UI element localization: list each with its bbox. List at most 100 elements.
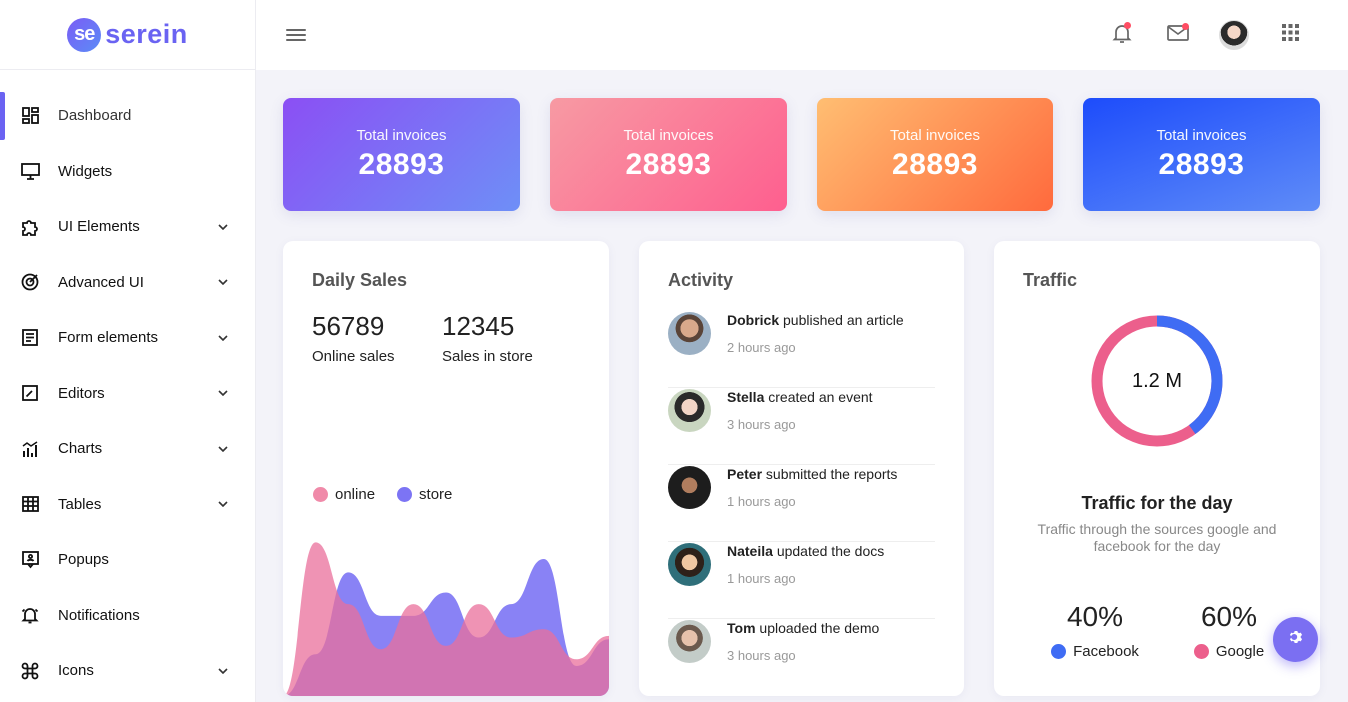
avatar <box>668 543 711 586</box>
activity-user[interactable]: Nateila <box>727 543 773 559</box>
sidebar-item-notifications[interactable]: Notifications <box>0 588 255 644</box>
avatar <box>668 389 711 432</box>
legend-item-store[interactable]: store <box>397 486 452 503</box>
source-label-row: Facebook <box>1050 643 1140 660</box>
stat-value: 28893 <box>358 148 445 181</box>
stat-card-orange: Total invoices 28893 <box>817 98 1053 211</box>
activity-time: 2 hours ago <box>727 340 796 355</box>
sidebar-item-tables[interactable]: Tables <box>0 477 255 533</box>
logo-text: serein <box>105 19 188 49</box>
activity-action: created an event <box>768 389 873 405</box>
sidebar-item-form-elements[interactable]: Form elements <box>0 310 255 366</box>
monitor-icon <box>20 161 40 181</box>
message-badge <box>1182 23 1189 30</box>
metric-value: 56789 <box>312 311 385 341</box>
legend-item-online[interactable]: online <box>313 486 375 503</box>
activity-user[interactable]: Stella <box>727 389 765 405</box>
card-title: Traffic <box>1023 270 1078 290</box>
chevron-down-icon <box>213 668 233 674</box>
source-label: Google <box>1215 643 1265 660</box>
editor-icon <box>20 383 40 403</box>
activity-action: submitted the reports <box>765 466 898 482</box>
sidebar-item-label: Popups <box>58 551 109 569</box>
apps-grid-icon <box>1281 24 1299 46</box>
sidebar-item-label: Dashboard <box>58 107 132 125</box>
sidebar-item-editors[interactable]: Editors <box>0 366 255 422</box>
list-item[interactable]: Peter submitted the reports 1 hours ago <box>668 465 935 542</box>
stat-title: Total invoices <box>356 127 447 144</box>
sidebar-item-dashboard[interactable]: Dashboard <box>0 88 255 144</box>
traffic-heading: Traffic for the day <box>1081 493 1233 513</box>
chevron-down-icon <box>213 279 233 286</box>
notifications-button[interactable] <box>1094 15 1150 55</box>
sidebar-item-label: UI Elements <box>58 218 140 236</box>
activity-text: Peter submitted the reports <box>727 466 897 483</box>
sidebar-item-label: Editors <box>58 384 105 402</box>
sidebar-item-charts[interactable]: Charts <box>0 421 255 477</box>
legend-swatch <box>1193 644 1209 659</box>
daily-sales-card: Daily Sales 56789 Online sales 12345 Sal… <box>283 241 609 696</box>
sidebar-item-widgets[interactable]: Widgets <box>0 144 255 200</box>
chart-icon <box>20 439 40 459</box>
legend-label: store <box>419 486 453 503</box>
popup-icon <box>20 550 40 570</box>
activity-time: 1 hours ago <box>727 494 796 509</box>
avatar <box>668 466 711 509</box>
form-icon <box>20 328 40 348</box>
traffic-card: Traffic 1.2 M Traffic for the day Traffi… <box>994 241 1320 696</box>
series-area-online <box>283 542 609 696</box>
list-item[interactable]: Dobrick published an article 2 hours ago <box>668 311 935 388</box>
source-percent: 60% <box>1200 601 1258 632</box>
sidebar-item-popups[interactable]: Popups <box>0 532 255 588</box>
activity-user[interactable]: Peter <box>727 466 763 482</box>
source-label-row: Google <box>1184 643 1274 660</box>
donut-center-value: 1.2 M <box>1131 369 1183 392</box>
activity-text: Nateila updated the docs <box>727 543 884 560</box>
source-label: Facebook <box>1073 643 1139 660</box>
notification-badge <box>1124 22 1131 29</box>
activity-time: 3 hours ago <box>727 417 796 432</box>
sidebar-item-ui-elements[interactable]: UI Elements <box>0 199 255 255</box>
sidebar-item-icons[interactable]: Icons <box>0 643 255 699</box>
legend-label: online <box>335 486 376 503</box>
legend-swatch <box>1051 644 1067 659</box>
sidebar-item-label: Tables <box>58 495 102 513</box>
target-icon <box>20 272 40 292</box>
activity-user[interactable]: Tom <box>727 620 756 636</box>
sidebar-item-label: Form elements <box>58 329 159 347</box>
card-title: Activity <box>668 270 734 290</box>
sidebar-item-label: Widgets <box>58 162 113 180</box>
card-title: Daily Sales <box>312 270 408 290</box>
stat-card-purple: Total invoices 28893 <box>283 98 520 211</box>
activity-action: updated the docs <box>776 543 885 559</box>
brand-logo[interactable]: se serein <box>0 0 255 70</box>
stat-card-pink: Total invoices 28893 <box>550 98 787 211</box>
list-item[interactable]: Tom uploaded the demo 3 hours ago <box>668 619 935 696</box>
list-item[interactable]: Nateila updated the docs 1 hours ago <box>668 542 935 619</box>
menu-icon[interactable] <box>286 27 306 43</box>
messages-button[interactable] <box>1150 15 1206 55</box>
dashboard-icon <box>20 106 40 126</box>
apps-button[interactable] <box>1262 15 1318 55</box>
avatar <box>668 312 711 355</box>
logo-badge: se <box>67 17 102 52</box>
list-item[interactable]: Stella created an event 3 hours ago <box>668 388 935 465</box>
stat-title: Total invoices <box>889 127 981 144</box>
activity-action: uploaded the demo <box>759 620 880 636</box>
metric-value: 12345 <box>442 311 515 341</box>
top-header <box>256 0 1348 70</box>
chevron-down-icon <box>213 390 233 397</box>
activity-text: Stella created an event <box>727 389 873 406</box>
sidebar-item-label: Notifications <box>58 606 140 624</box>
chevron-down-icon <box>213 446 233 452</box>
sidebar-item-advanced-ui[interactable]: Advanced UI <box>0 255 255 311</box>
profile-button[interactable] <box>1206 15 1262 55</box>
legend-swatch <box>397 487 413 502</box>
stat-value: 28893 <box>892 148 978 181</box>
activity-text: Tom uploaded the demo <box>727 620 879 637</box>
chart-legend: online store <box>313 486 452 503</box>
sidebar-item-label: Charts <box>58 440 103 458</box>
settings-button[interactable] <box>1273 617 1318 662</box>
donut-segment-facebook <box>1091 315 1223 447</box>
activity-user[interactable]: Dobrick <box>727 312 780 328</box>
